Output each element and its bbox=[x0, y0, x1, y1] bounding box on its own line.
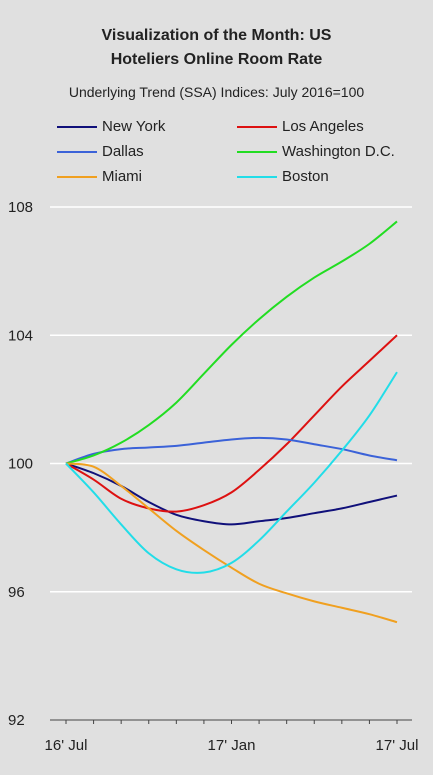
legend-label-new-york: New York bbox=[102, 118, 166, 135]
series-line-dallas bbox=[65, 436, 398, 465]
chart-subtitle: Underlying Trend (SSA) Indices: July 201… bbox=[68, 84, 365, 100]
legend-label-dallas: Dallas bbox=[102, 143, 144, 160]
legend-label-washington-d-c: Washington D.C. bbox=[282, 143, 395, 160]
y-tick-label-100: 100 bbox=[8, 456, 33, 473]
legend-swatch-washington-d-c bbox=[237, 151, 277, 153]
legend-swatch-miami bbox=[57, 176, 97, 178]
legend-swatch-los-angeles bbox=[237, 126, 277, 128]
legend-label-miami: Miami bbox=[102, 168, 142, 185]
x-tick-label-0: 16' Jul bbox=[45, 737, 88, 754]
chart-title-line2: Hoteliers Online Room Rate bbox=[110, 51, 323, 68]
y-tick-label-104: 104 bbox=[8, 327, 33, 344]
legend-label-boston: Boston bbox=[282, 168, 329, 185]
series-line-boston bbox=[65, 371, 398, 574]
series-line-new-york bbox=[65, 462, 398, 526]
legend-label-los-angeles: Los Angeles bbox=[282, 118, 364, 135]
legend-swatch-new-york bbox=[57, 126, 97, 128]
chart-title-line1: Visualization of the Month: US bbox=[101, 27, 332, 44]
legend-swatch-boston bbox=[237, 176, 277, 178]
series-line-miami bbox=[65, 462, 398, 624]
x-tick-label-1: 17' Jan bbox=[208, 737, 256, 754]
legend-swatch-dallas bbox=[57, 151, 97, 153]
x-tick-label-2: 17' Jul bbox=[376, 737, 419, 754]
y-tick-label-96: 96 bbox=[8, 584, 25, 601]
series-line-washington-d-c bbox=[65, 220, 398, 465]
series-line-los-angeles bbox=[65, 334, 398, 513]
y-tick-label-92: 92 bbox=[8, 712, 25, 729]
y-tick-label-108: 108 bbox=[8, 199, 33, 216]
